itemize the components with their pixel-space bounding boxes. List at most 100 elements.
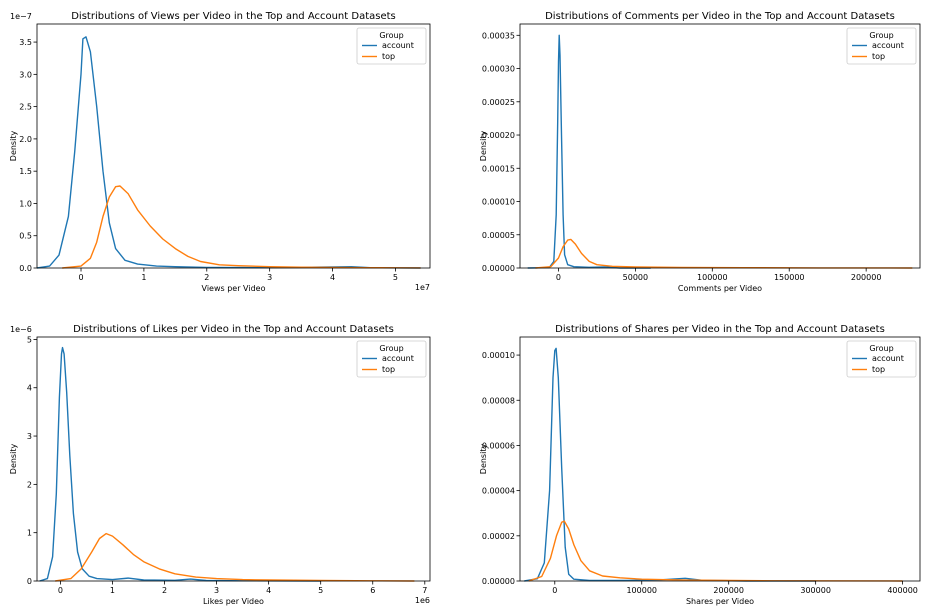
x-tick-label: 5: [318, 586, 323, 595]
chart-title: Distributions of Comments per Video in t…: [545, 11, 895, 22]
x-tick-label: 200000: [713, 586, 744, 595]
series-line-account: [527, 34, 651, 269]
x-tick-label: 7: [422, 586, 427, 595]
y-axis-label: Density: [9, 131, 18, 162]
x-tick-label: 150000: [774, 273, 805, 282]
y-tick-label: 0.00020: [482, 131, 515, 140]
x-tick-label: 2: [162, 586, 167, 595]
y-tick-label: 0.00000: [482, 577, 515, 586]
legend-box: [356, 27, 427, 65]
legend-label-top: top: [382, 52, 395, 61]
series-line-top: [535, 238, 913, 269]
y-tick-label: 3.5: [19, 38, 32, 47]
y-tick-label: 0.00025: [482, 98, 515, 107]
y-tick-label: 0.00006: [482, 441, 515, 450]
x-tick-label: 0: [78, 273, 83, 282]
legend-label-account: account: [872, 354, 904, 363]
x-tick-label: 4: [330, 273, 335, 282]
series-line-top: [528, 520, 903, 582]
x-tick-label: 0: [58, 586, 63, 595]
legend-box: [846, 340, 917, 378]
legend-label-account: account: [382, 41, 414, 50]
y-tick-label: 4: [27, 384, 32, 393]
x-tick-label: 0: [552, 586, 557, 595]
y-tick-label: 2: [27, 480, 32, 489]
x-tick-label: 100000: [626, 586, 657, 595]
y-tick-label: 0.00004: [482, 487, 515, 496]
legend-title: Group: [379, 31, 403, 40]
y-tick-label: 0.00002: [482, 532, 515, 541]
x-axis-label: Views per Video: [202, 284, 266, 293]
y-tick-label: 3: [27, 432, 32, 441]
y-tick-label: 0.00010: [482, 351, 515, 360]
series-line-account: [36, 36, 421, 269]
x-offset-text: 1e6: [415, 596, 430, 605]
x-tick-label: 0: [556, 273, 561, 282]
y-tick-label: 2.0: [19, 135, 32, 144]
legend-label-account: account: [872, 41, 904, 50]
axes-frame: [519, 23, 921, 269]
axes-frame: [36, 23, 431, 269]
x-offset-text: 1e7: [415, 283, 430, 292]
y-tick-label: 0.00035: [482, 31, 515, 40]
legend-title: Group: [869, 31, 893, 40]
y-tick-label: 0.00005: [482, 231, 515, 240]
x-tick-label: 2: [204, 273, 209, 282]
y-tick-label: 1.5: [19, 167, 32, 176]
legend-label-top: top: [872, 52, 885, 61]
legend-title: Group: [869, 344, 893, 353]
chart-panel-2: Distributions of Comments per Video in t…: [479, 11, 921, 293]
x-tick-label: 3: [267, 273, 272, 282]
chart-title: Distributions of Views per Video in the …: [71, 11, 396, 22]
chart-title: Distributions of Likes per Video in the …: [73, 324, 394, 335]
y-tick-label: 0: [27, 577, 32, 586]
legend-box: [846, 27, 917, 65]
y-axis-label: Density: [9, 444, 18, 475]
y-tick-label: 1.0: [19, 199, 32, 208]
series-line-top: [55, 532, 415, 582]
x-tick-label: 1: [110, 586, 115, 595]
y-offset-text: 1e−7: [10, 12, 32, 21]
y-tick-label: 0.00008: [482, 396, 515, 405]
x-tick-label: 100000: [697, 273, 728, 282]
x-tick-label: 200000: [851, 273, 882, 282]
series-line-account: [524, 347, 816, 582]
legend-label-account: account: [382, 354, 414, 363]
series-line-account: [39, 346, 321, 582]
x-tick-label: 5: [393, 273, 398, 282]
y-tick-label: 0.00000: [482, 264, 515, 273]
y-tick-label: 0.00015: [482, 164, 515, 173]
y-axis-label: Density: [479, 131, 488, 162]
x-tick-label: 4: [266, 586, 271, 595]
y-axis-label: Density: [479, 444, 488, 475]
legend-box: [356, 340, 427, 378]
y-tick-label: 0.5: [19, 232, 32, 241]
y-offset-text: 1e−6: [10, 325, 32, 334]
x-tick-label: 6: [370, 586, 375, 595]
y-tick-label: 5: [27, 335, 32, 344]
y-tick-label: 0.0: [19, 264, 32, 273]
x-tick-label: 300000: [800, 586, 831, 595]
x-tick-label: 400000: [887, 586, 918, 595]
y-tick-label: 3.0: [19, 70, 32, 79]
x-tick-label: 50000: [623, 273, 648, 282]
y-tick-label: 2.5: [19, 103, 32, 112]
chart-panel-3: Distributions of Likes per Video in the …: [9, 324, 431, 606]
x-tick-label: 1: [141, 273, 146, 282]
chart-panel-4: Distributions of Shares per Video in the…: [479, 324, 921, 606]
x-axis-label: Likes per Video: [203, 597, 264, 606]
y-tick-label: 1: [27, 529, 32, 538]
chart-title: Distributions of Shares per Video in the…: [555, 324, 885, 335]
y-tick-label: 0.00030: [482, 65, 515, 74]
x-axis-label: Shares per Video: [686, 597, 754, 606]
legend-label-top: top: [872, 365, 885, 374]
x-axis-label: Comments per Video: [678, 284, 762, 293]
x-tick-label: 3: [214, 586, 219, 595]
axes-frame: [519, 336, 921, 582]
legend-label-top: top: [382, 365, 395, 374]
